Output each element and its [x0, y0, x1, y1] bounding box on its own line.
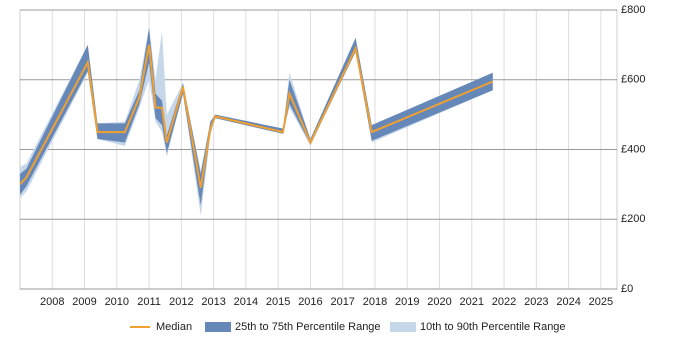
- x-tick-label: 2024: [556, 296, 580, 308]
- x-tick-label: 2017: [330, 296, 354, 308]
- x-tick-label: 2021: [460, 296, 484, 308]
- legend-label: 10th to 90th Percentile Range: [420, 321, 566, 333]
- x-tick-label: 2013: [201, 296, 225, 308]
- legend-swatch: [390, 322, 416, 332]
- x-tick-label: 2022: [492, 296, 516, 308]
- percentile-band: [20, 27, 493, 206]
- x-tick-label: 2023: [524, 296, 548, 308]
- y-tick-label: £400: [621, 143, 645, 155]
- x-tick-label: 2018: [363, 296, 387, 308]
- x-tick-label: 2025: [589, 296, 613, 308]
- legend-swatch: [205, 322, 231, 332]
- x-tick-label: 2019: [395, 296, 419, 308]
- legend-label: 25th to 75th Percentile Range: [235, 321, 381, 333]
- y-tick-label: £600: [621, 74, 645, 86]
- y-tick-label: £800: [621, 4, 645, 16]
- median-line: [19, 44, 494, 189]
- x-tick-label: 2008: [40, 296, 64, 308]
- x-tick-label: 2012: [169, 296, 193, 308]
- x-tick-label: 2016: [298, 296, 322, 308]
- y-tick-label: £0: [621, 283, 633, 295]
- x-tick-label: 2009: [72, 296, 96, 308]
- x-tick-label: 2011: [137, 296, 161, 308]
- y-tick-label: £200: [621, 213, 645, 225]
- x-tick-label: 2010: [105, 296, 129, 308]
- legend-label: Median: [156, 321, 192, 333]
- x-tick-label: 2020: [427, 296, 451, 308]
- x-tick-label: 2015: [266, 296, 290, 308]
- x-tick-label: 2014: [234, 296, 258, 308]
